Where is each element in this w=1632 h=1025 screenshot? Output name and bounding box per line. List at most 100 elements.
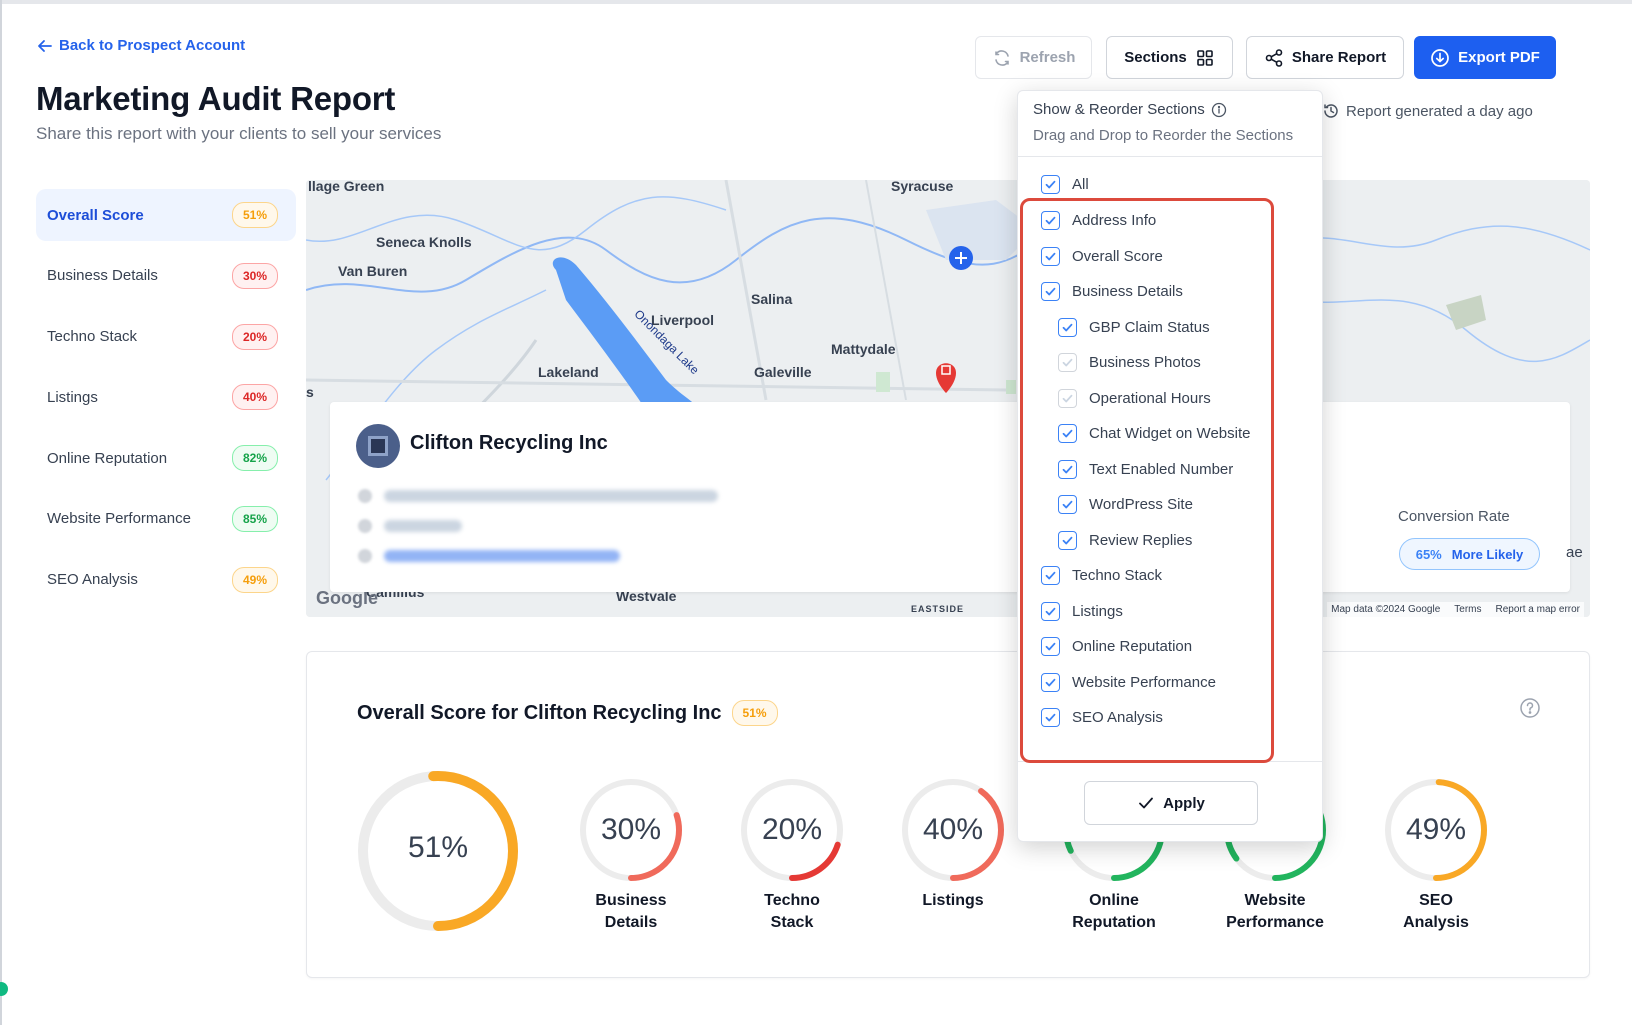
score-badge: 40%	[232, 384, 278, 411]
checkbox-checked[interactable]	[1058, 459, 1077, 479]
section-option[interactable]: Techno Stack	[1041, 566, 1162, 585]
section-option[interactable]: Business Details	[1041, 282, 1183, 301]
section-option-label: Operational Hours	[1089, 389, 1211, 407]
share-report-button[interactable]: Share Report	[1246, 36, 1404, 79]
map-report-error-link[interactable]: Report a map error	[1495, 604, 1580, 615]
overall-score-title-text: Overall Score for Clifton Recycling Inc	[357, 701, 722, 724]
sidebar-item-seo-analysis[interactable]: SEO Analysis 49%	[36, 554, 296, 606]
checkbox-checked[interactable]	[1041, 708, 1060, 727]
score-badge: 82%	[232, 445, 278, 472]
share-label: Share Report	[1291, 49, 1387, 66]
info-icon[interactable]	[1211, 102, 1227, 118]
gauge-label: Performance	[1226, 914, 1324, 931]
phone-redacted	[384, 520, 462, 532]
section-option[interactable]: Overall Score	[1041, 246, 1163, 266]
checkbox-checked[interactable]	[1041, 672, 1060, 692]
gauge-label: Reputation	[1072, 914, 1156, 931]
phone-row	[358, 519, 462, 533]
main-gauge-ring	[358, 771, 518, 931]
back-link-label: Back to Prospect Account	[59, 37, 246, 54]
section-option-all[interactable]: All	[1041, 175, 1089, 194]
conversion-rate-label: Conversion Rate	[1398, 508, 1510, 525]
back-to-prospect-link[interactable]: Back to Prospect Account	[37, 37, 245, 54]
section-option[interactable]: Chat Widget on Website	[1058, 424, 1250, 443]
sidebar-item-website-performance[interactable]: Website Performance 85%	[36, 493, 296, 545]
checkbox-checked[interactable]	[1041, 175, 1060, 194]
sections-button[interactable]: Sections	[1106, 36, 1233, 79]
gauge-label: Business	[595, 892, 667, 909]
sidebar: Overall Score 51% Business Details 30% T…	[36, 189, 296, 615]
section-option-label: Business Photos	[1089, 354, 1201, 371]
section-option-label: All	[1072, 176, 1089, 193]
checkbox-checked[interactable]	[1041, 601, 1060, 621]
sidebar-item-overall-score[interactable]: Overall Score 51%	[36, 189, 296, 241]
section-option[interactable]: Listings	[1041, 601, 1123, 621]
dropdown-title: Show & Reorder Sections	[1033, 101, 1205, 118]
gauge-label: Website	[1244, 892, 1306, 909]
sidebar-item-label: Website Performance	[47, 510, 191, 528]
arrow-left-icon	[38, 39, 52, 52]
section-option[interactable]: Address Info	[1041, 211, 1156, 230]
map-label: Mattydale	[831, 341, 896, 357]
gauge-ring	[580, 779, 682, 881]
sections-dropdown: Show & Reorder Sections Drag and Drop to…	[1017, 90, 1323, 842]
checkbox-disabled[interactable]	[1058, 388, 1077, 408]
checkbox-disabled[interactable]	[1058, 353, 1077, 372]
checkbox-checked[interactable]	[1041, 637, 1060, 656]
map-label: s	[306, 384, 314, 400]
section-option[interactable]: Review Replies	[1058, 530, 1192, 550]
section-option[interactable]: Text Enabled Number	[1058, 459, 1233, 479]
help-icon[interactable]	[1519, 697, 1541, 719]
map-terms-link[interactable]: Terms	[1454, 604, 1482, 615]
section-option-label: Address Info	[1072, 212, 1157, 229]
gauge-label: SEO	[1419, 892, 1453, 909]
sidebar-item-business-details[interactable]: Business Details 30%	[36, 250, 296, 302]
section-option[interactable]: Business Photos	[1058, 353, 1201, 372]
gauge-value: 40%	[922, 813, 984, 846]
section-option[interactable]: Operational Hours	[1058, 388, 1211, 408]
gauge-label: Techno	[764, 892, 820, 909]
website-redacted[interactable]	[384, 550, 620, 562]
section-option-label: Online Reputation	[1072, 638, 1193, 655]
sidebar-item-online-reputation[interactable]: Online Reputation 82%	[36, 432, 296, 484]
sidebar-item-listings[interactable]: Listings 40%	[36, 371, 296, 423]
map-label: Syracuse	[891, 180, 954, 194]
website-row	[358, 549, 620, 563]
sidebar-item-label: SEO Analysis	[47, 571, 138, 589]
section-option[interactable]: SEO Analysis	[1041, 708, 1163, 727]
checkbox-checked[interactable]	[1058, 424, 1077, 443]
score-badge: 49%	[232, 566, 278, 593]
apply-button[interactable]: Apply	[1084, 781, 1258, 825]
checkbox-checked[interactable]	[1041, 282, 1060, 301]
sidebar-item-label: Listings	[47, 388, 98, 406]
checkbox-checked[interactable]	[1041, 211, 1060, 230]
map-label: Liverpool	[651, 312, 715, 328]
export-pdf-button[interactable]: Export PDF	[1414, 36, 1556, 79]
map-label: Van Buren	[338, 263, 408, 279]
checkbox-checked[interactable]	[1058, 495, 1077, 514]
section-option[interactable]: Online Reputation	[1041, 637, 1192, 656]
section-option[interactable]: WordPress Site	[1058, 495, 1193, 514]
checkbox-checked[interactable]	[1041, 566, 1060, 585]
grid-icon	[1196, 49, 1213, 66]
sidebar-item-label: Overall Score	[47, 206, 144, 224]
checkbox-checked[interactable]	[1041, 246, 1060, 266]
score-badge: 85%	[232, 505, 278, 532]
gauge-arc	[1385, 779, 1487, 881]
section-option[interactable]: Website Performance	[1041, 672, 1216, 692]
business-card: Clifton Recycling Inc	[330, 402, 1570, 592]
section-option[interactable]: GBP Claim Status	[1058, 317, 1210, 337]
refresh-label: Refresh	[1019, 49, 1076, 66]
section-option-label: Business Details	[1072, 283, 1183, 300]
gauge-label: Listings	[922, 892, 984, 909]
checkbox-checked[interactable]	[1058, 530, 1077, 550]
share-icon	[1265, 48, 1283, 67]
clipped-text: ae	[1566, 544, 1583, 561]
sidebar-item-techno-stack[interactable]: Techno Stack 20%	[36, 311, 296, 363]
gauge-ring	[902, 779, 1004, 881]
checkbox-checked[interactable]	[1058, 317, 1077, 337]
section-option-label: Techno Stack	[1072, 567, 1163, 584]
sidebar-item-label: Techno Stack	[47, 328, 138, 346]
refresh-button[interactable]: Refresh	[975, 36, 1092, 79]
page-title: Marketing Audit Report	[36, 80, 396, 117]
